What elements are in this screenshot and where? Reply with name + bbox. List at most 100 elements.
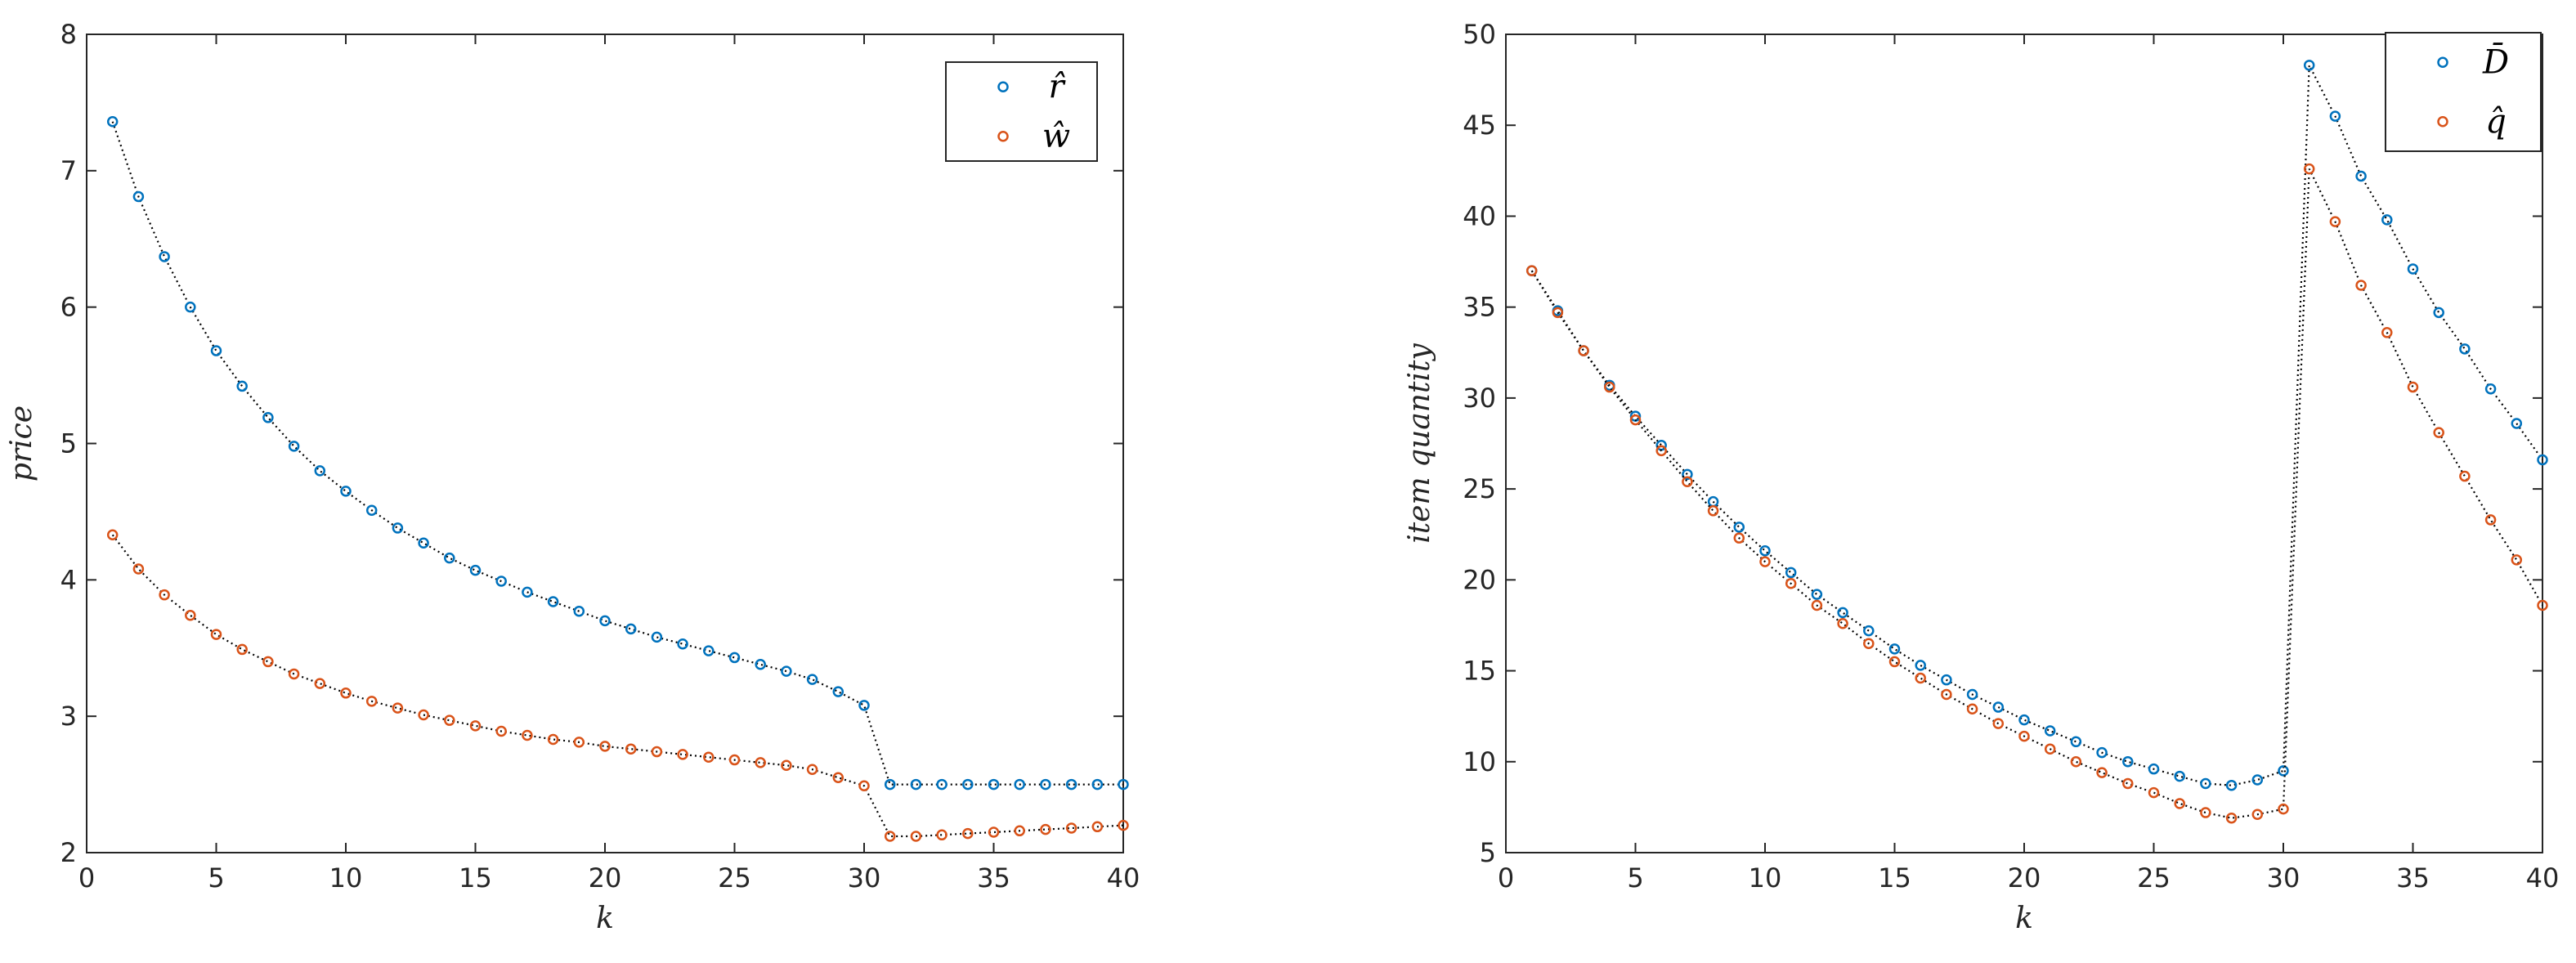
data-point <box>625 623 637 635</box>
plot-area <box>86 34 1124 853</box>
data-point <box>159 589 170 601</box>
data-point <box>2484 383 2497 395</box>
y-tick-label: 20 <box>1463 564 1496 595</box>
data-point <box>988 778 1000 791</box>
data-point <box>522 586 533 598</box>
x-tick-label: 0 <box>1498 862 1514 894</box>
data-point <box>2018 730 2030 742</box>
x-tick-label: 25 <box>2137 862 2171 894</box>
legend-label: q̂ <box>2485 103 2507 141</box>
data-point <box>2381 327 2393 338</box>
data-point <box>340 486 352 497</box>
y-tick-label: 15 <box>1463 656 1496 687</box>
data-point <box>2200 807 2211 818</box>
y-tick-label: 5 <box>1480 837 1496 868</box>
data-point <box>210 629 222 640</box>
data-point <box>1525 265 1538 276</box>
legend: r̂ ŵ <box>945 61 1098 162</box>
data-point <box>418 709 429 721</box>
data-point <box>728 754 741 766</box>
y-tick-label: 50 <box>1463 19 1496 50</box>
data-point <box>1655 445 1667 457</box>
data-point <box>1682 468 1693 481</box>
data-point <box>1118 819 1129 831</box>
data-point <box>2511 554 2523 566</box>
data-point <box>2278 803 2289 815</box>
series-line <box>111 534 1124 838</box>
legend: D̄ q̂ <box>2385 32 2542 152</box>
data-point <box>1811 599 1823 611</box>
data-point <box>1966 688 1978 701</box>
data-point <box>106 529 119 541</box>
data-point <box>262 656 274 668</box>
x-tick-label: 25 <box>718 862 751 894</box>
data-point <box>288 441 300 452</box>
y-tick-label: 3 <box>60 701 77 732</box>
legend-label: D̄ <box>2482 43 2509 81</box>
data-point <box>781 665 792 677</box>
data-point <box>858 780 870 792</box>
data-point <box>418 537 429 549</box>
x-tick-label: 10 <box>1749 862 1782 894</box>
data-point <box>1040 778 1051 791</box>
y-tick-label: 25 <box>1463 473 1496 504</box>
data-point <box>1604 381 1615 393</box>
data-point <box>1992 718 2005 729</box>
data-point <box>340 688 352 699</box>
data-point <box>2381 214 2393 226</box>
data-point <box>106 116 119 128</box>
data-point <box>1733 522 1745 533</box>
data-point <box>236 643 248 656</box>
data-point <box>962 778 974 791</box>
data-point <box>2537 599 2548 611</box>
data-point <box>2433 307 2444 319</box>
data-point <box>573 605 585 617</box>
data-point <box>1759 544 1771 557</box>
data-point <box>132 563 145 575</box>
data-point <box>392 702 404 714</box>
data-point <box>1863 625 1875 637</box>
data-point <box>781 759 792 771</box>
legend-label: r̂ <box>1048 68 1066 105</box>
y-tick-label: 40 <box>1463 200 1496 231</box>
legend-marker <box>997 131 1009 142</box>
data-point <box>1966 703 1978 715</box>
data-point <box>392 522 404 534</box>
x-tick-label: 5 <box>208 862 224 894</box>
data-point <box>185 301 196 313</box>
data-point <box>1915 660 1926 671</box>
data-point <box>2459 343 2471 355</box>
x-tick-label: 0 <box>78 862 95 894</box>
data-point <box>1759 556 1771 567</box>
series-1 <box>106 529 1129 842</box>
data-point <box>573 737 585 748</box>
x-tick-label: 20 <box>2008 862 2041 894</box>
data-point <box>806 764 818 775</box>
series-line <box>1530 61 2543 786</box>
y-tick-label: 6 <box>60 292 77 323</box>
data-point <box>910 778 922 791</box>
data-point <box>599 615 611 627</box>
x-tick-label: 35 <box>2396 862 2430 894</box>
data-point <box>1552 307 1564 319</box>
y-tick-label: 2 <box>60 837 77 868</box>
x-tick-label: 20 <box>589 862 622 894</box>
data-point <box>314 678 326 689</box>
data-point <box>2433 427 2444 438</box>
data-point <box>910 831 922 842</box>
x-axis-label: k <box>596 902 614 935</box>
data-point <box>2329 216 2341 227</box>
data-point <box>2511 418 2523 429</box>
data-point <box>1915 672 1926 684</box>
data-point <box>936 778 948 791</box>
data-point <box>1888 643 1901 655</box>
data-point <box>495 725 507 737</box>
data-point <box>1837 617 1848 629</box>
data-point <box>469 720 482 732</box>
x-tick-label: 35 <box>977 862 1010 894</box>
data-point <box>444 714 455 726</box>
y-axis-label: price <box>5 405 38 482</box>
data-point <box>495 576 507 587</box>
data-point <box>365 504 378 516</box>
